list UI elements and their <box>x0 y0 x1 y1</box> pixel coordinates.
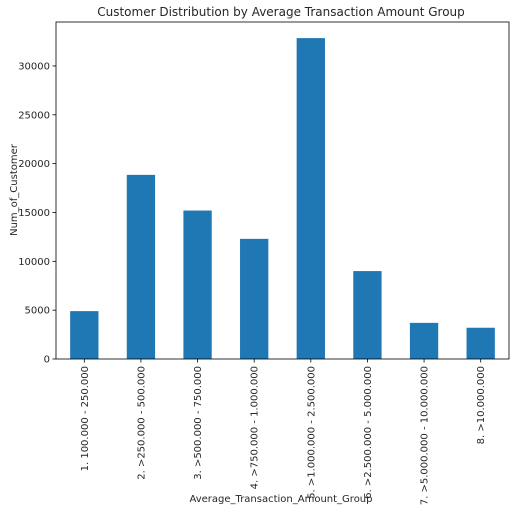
bars-group <box>70 38 495 359</box>
x-tick-label: 3. >500.000 - 750.000 <box>193 366 204 480</box>
x-tick-label: 7. >5.000.000 - 10.000.000 <box>420 366 431 505</box>
y-tick-label: 15000 <box>18 208 50 219</box>
bar-1 <box>70 311 99 359</box>
x-tick-label: 4. >750.000 - 1.000.000 <box>250 366 261 489</box>
bar-6 <box>353 271 382 359</box>
y-axis-label: Num_of_Customer <box>9 143 20 236</box>
x-tick-label: 8. >10.000.000 <box>476 366 487 444</box>
bar-4 <box>240 238 269 359</box>
bar-3 <box>183 210 212 359</box>
y-tick-label: 0 <box>44 355 50 366</box>
y-tick-label: 10000 <box>18 257 50 268</box>
plot-frame <box>55 21 510 360</box>
x-axis: 1. 100.000 - 250.000 2. >250.000 - 500.00… <box>80 359 487 505</box>
bar-7 <box>409 322 439 359</box>
x-axis-label: Average_Transaction_Amount_Group <box>189 494 372 505</box>
y-tick-label: 25000 <box>18 110 50 121</box>
x-tick-label: 6. >2.500.000 - 5.000.000 <box>363 366 374 499</box>
x-tick-label: 5. >1.000.000 - 2.500.000 <box>306 366 317 499</box>
y-tick-label: 30000 <box>18 61 50 72</box>
bar-8 <box>466 327 495 359</box>
y-axis: 0 5000 10000 15000 20000 25000 30000 <box>18 61 56 366</box>
chart-title: Customer Distribution by Average Transac… <box>97 5 465 19</box>
x-tick-label: 1. 100.000 - 250.000 <box>80 366 91 471</box>
bar-5 <box>296 38 325 359</box>
bar-2 <box>126 174 156 359</box>
y-tick-label: 5000 <box>25 306 50 317</box>
x-tick-label: 2. >250.000 - 500.000 <box>136 366 147 480</box>
y-tick-label: 20000 <box>18 159 50 170</box>
